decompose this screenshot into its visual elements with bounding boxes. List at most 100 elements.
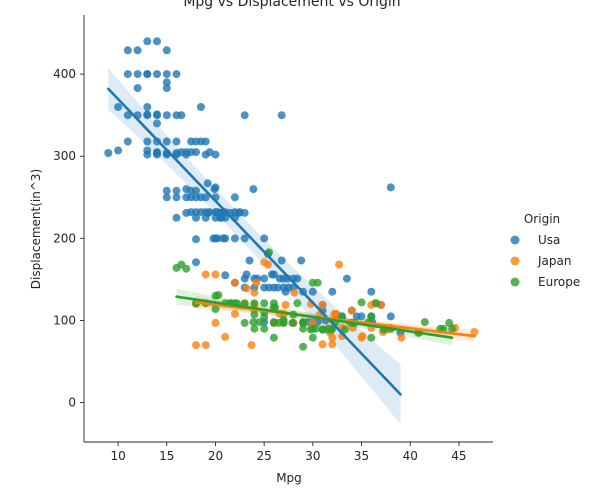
point-usa	[221, 271, 230, 280]
point-usa	[162, 193, 171, 202]
point-europe	[211, 305, 220, 313]
point-usa	[240, 111, 249, 120]
point-usa	[162, 70, 171, 79]
point-usa	[277, 111, 286, 120]
y-tick-label: 400	[53, 67, 76, 81]
point-usa	[153, 70, 161, 79]
point-usa	[230, 193, 239, 202]
point-europe	[357, 298, 366, 307]
point-europe	[420, 318, 429, 327]
point-usa	[205, 208, 214, 217]
x-tick-label: 45	[451, 449, 466, 463]
point-europe	[182, 264, 191, 273]
point-japan	[318, 340, 327, 349]
point-europe	[338, 312, 347, 321]
point-usa	[260, 274, 269, 283]
point-usa	[143, 70, 152, 79]
point-europe	[439, 324, 448, 333]
point-europe	[250, 310, 259, 319]
y-tick-label: 100	[53, 313, 76, 327]
point-japan	[335, 260, 344, 269]
x-tick-label: 35	[354, 449, 369, 463]
point-usa	[114, 146, 123, 155]
point-usa	[213, 234, 222, 243]
point-japan	[397, 333, 406, 342]
point-japan	[318, 300, 327, 309]
y-tick-label: 0	[68, 396, 76, 410]
point-europe	[308, 333, 317, 342]
point-europe	[214, 291, 223, 299]
point-europe	[260, 299, 269, 308]
x-tick-label: 10	[110, 449, 125, 463]
x-axis-label: Mpg	[276, 471, 302, 485]
point-europe	[269, 333, 278, 342]
regression-line-usa	[107, 87, 402, 396]
point-usa	[192, 186, 200, 195]
point-usa	[172, 70, 181, 79]
point-europe	[260, 324, 269, 333]
point-japan	[221, 332, 230, 341]
point-usa	[143, 110, 152, 119]
point-usa	[143, 137, 152, 146]
point-usa	[201, 137, 210, 146]
point-usa	[260, 234, 269, 243]
point-japan	[247, 341, 256, 350]
point-japan	[252, 278, 261, 287]
point-japan	[211, 318, 220, 327]
point-usa	[221, 234, 230, 243]
point-japan	[201, 341, 210, 350]
point-usa	[201, 193, 210, 202]
point-usa	[196, 103, 205, 111]
point-europe	[288, 318, 297, 327]
point-usa	[269, 270, 278, 279]
point-usa	[172, 186, 181, 195]
point-japan	[230, 278, 239, 287]
point-usa	[230, 234, 239, 243]
point-europe	[327, 325, 336, 334]
point-usa	[123, 137, 132, 146]
regression-line-europe	[175, 295, 454, 340]
point-usa	[133, 46, 142, 55]
x-tick-label: 40	[403, 449, 418, 463]
point-europe	[249, 318, 258, 327]
y-tick-label: 300	[53, 149, 76, 163]
point-usa	[143, 103, 152, 111]
point-usa	[342, 274, 351, 283]
point-usa	[123, 70, 132, 79]
point-usa	[245, 256, 254, 265]
point-usa	[357, 312, 366, 321]
point-usa	[386, 312, 395, 321]
point-usa	[133, 70, 142, 79]
point-usa	[240, 208, 249, 217]
point-usa	[114, 103, 123, 111]
point-usa	[192, 258, 200, 267]
point-europe	[311, 324, 320, 333]
point-europe	[367, 333, 376, 342]
point-usa	[172, 213, 181, 222]
point-usa	[192, 148, 200, 157]
point-usa	[123, 46, 132, 55]
point-usa	[203, 179, 212, 188]
point-usa	[293, 274, 302, 283]
point-usa	[297, 256, 306, 265]
point-usa	[192, 213, 200, 222]
point-europe	[255, 318, 264, 327]
point-usa	[240, 234, 249, 243]
point-japan	[347, 306, 356, 315]
point-usa	[386, 183, 395, 192]
point-usa	[277, 256, 286, 265]
point-usa	[328, 287, 337, 296]
point-japan	[470, 328, 479, 336]
point-usa	[172, 137, 181, 146]
point-usa	[133, 84, 142, 93]
point-usa	[153, 148, 161, 157]
confidence-bands	[108, 68, 475, 425]
legend-label-europe: Europe	[538, 275, 580, 289]
point-japan	[358, 332, 367, 341]
legend-label-usa: Usa	[538, 233, 560, 247]
y-axis-ticks: 0 100 200 300 400	[53, 67, 84, 410]
point-usa	[162, 111, 171, 120]
point-japan	[201, 270, 210, 279]
point-usa	[143, 37, 152, 46]
